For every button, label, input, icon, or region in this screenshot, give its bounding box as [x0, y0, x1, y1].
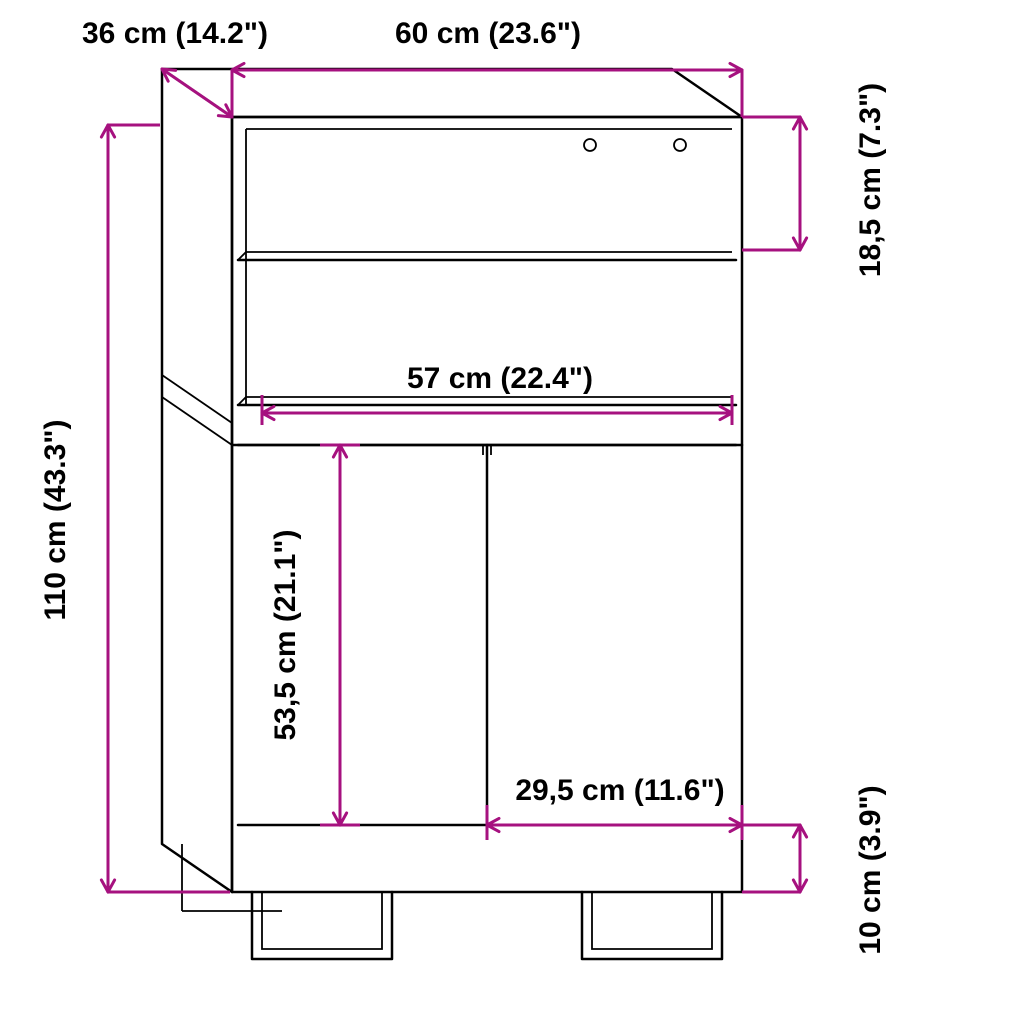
dim-door_h: 53,5 cm (21.1") [269, 445, 360, 825]
dim-height: 110 cm (43.3") [39, 125, 230, 892]
dimension-annotations: 36 cm (14.2") 60 cm (23.6") 18,5 cm (7.3")… [39, 17, 887, 955]
dim-leg_h: 10 cm (3.9") [742, 785, 887, 954]
dim-door_w: 29,5 cm (11.6") [487, 774, 742, 840]
diagram-canvas: 36 cm (14.2") 60 cm (23.6") 18,5 cm (7.3")… [0, 0, 1024, 1024]
dim-width: 60 cm (23.6") [232, 17, 742, 117]
dim-shelf_h: 18,5 cm (7.3") [742, 83, 887, 277]
dim-label-door_w: 29,5 cm (11.6") [515, 774, 724, 807]
dim-label-width: 60 cm (23.6") [395, 17, 581, 50]
dim-label-leg_h: 10 cm (3.9") [854, 785, 887, 954]
dim-label-depth: 36 cm (14.2") [82, 17, 268, 50]
dim-label-door_h: 53,5 cm (21.1") [269, 529, 302, 740]
dim-inner_w: 57 cm (22.4") [262, 362, 732, 425]
dim-label-inner_w: 57 cm (22.4") [407, 362, 593, 395]
dim-label-height: 110 cm (43.3") [39, 419, 72, 620]
dim-label-shelf_h: 18,5 cm (7.3") [854, 83, 887, 277]
